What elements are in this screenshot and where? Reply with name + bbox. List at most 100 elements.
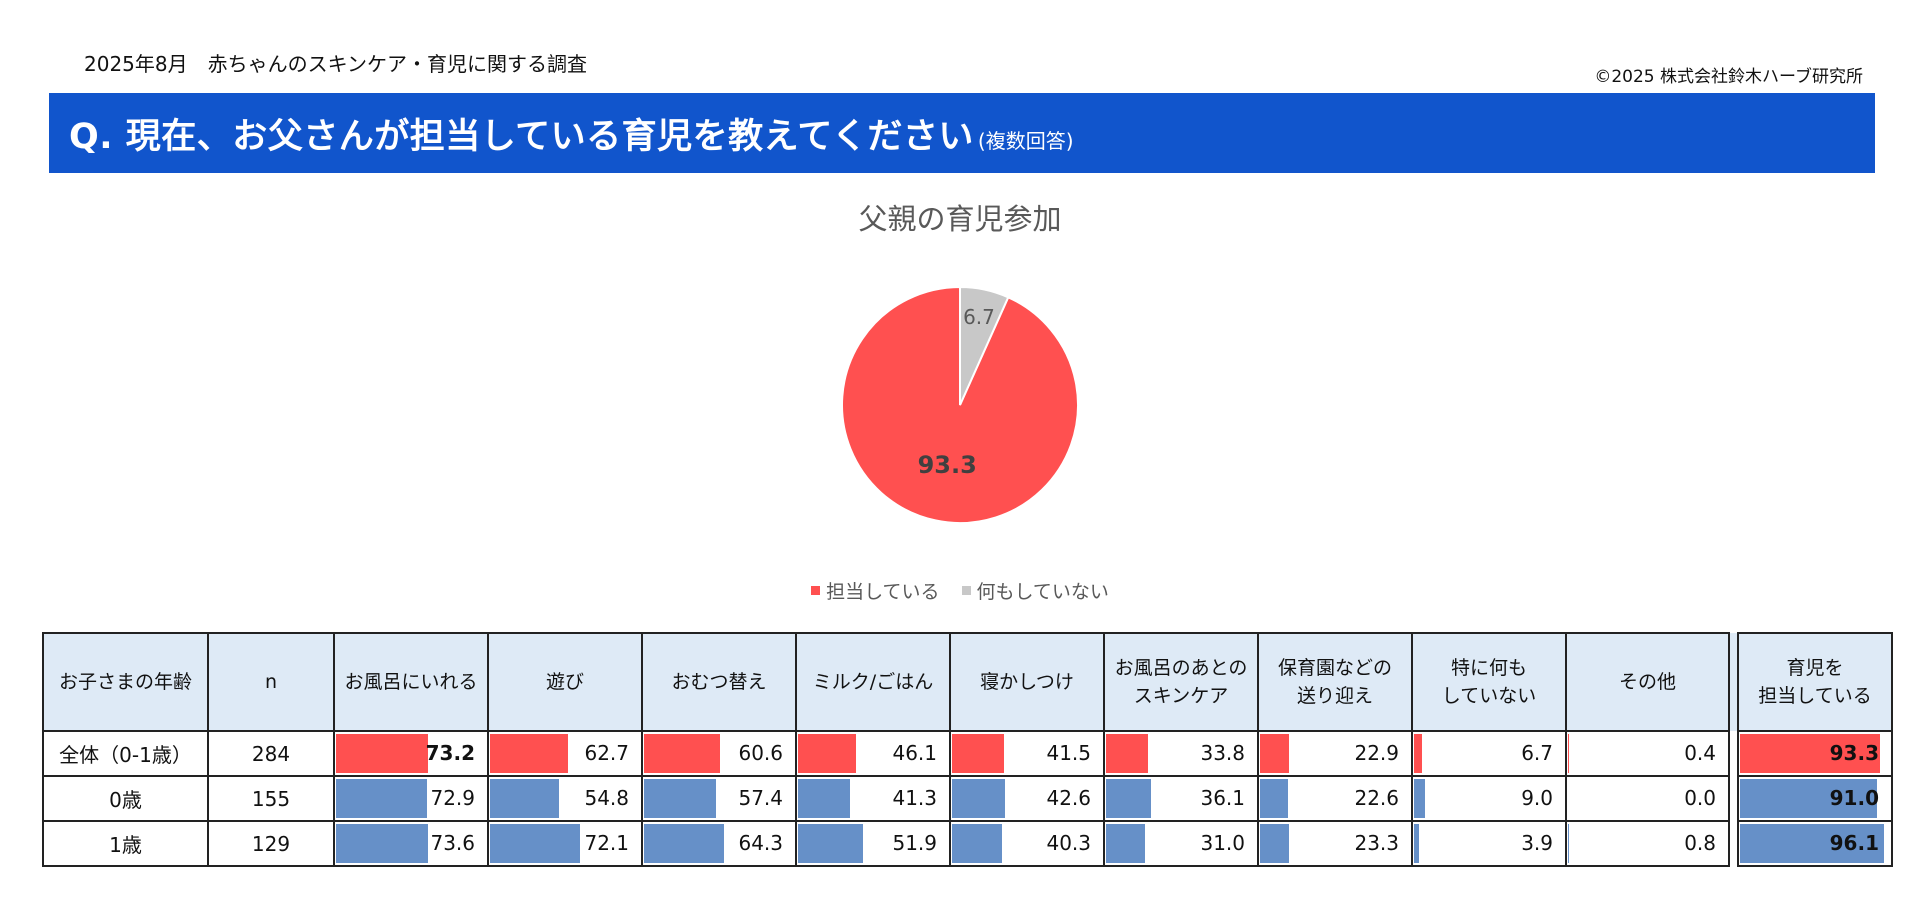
column-header: おむつ替え (641, 632, 797, 732)
data-table: お子さまの年齢 n お風呂にいれる 遊び おむつ替え ミルク/ごはん 寝かしつけ お風呂のあと… (42, 632, 1893, 867)
question-note: (複数回答) (977, 128, 1074, 153)
value-label: 64.3 (738, 831, 783, 855)
value-bar (1260, 824, 1290, 863)
value-label: 3.9 (1521, 831, 1553, 855)
column-header-text: 担当している (1758, 685, 1872, 707)
cell-content: 54.8 (489, 777, 641, 820)
value-cell: 60.6 (641, 730, 797, 777)
cell-content: 41.3 (797, 777, 949, 820)
column-header: 特に何も していない (1411, 632, 1567, 732)
value-cell: 73.2 (333, 730, 489, 777)
legend-label: 担当している (826, 581, 940, 603)
question-text: Q. 現在、お父さんが担当している育児を教えてください (69, 116, 974, 157)
value-bar (1740, 779, 1877, 818)
column-header-text: 遊び (545, 670, 584, 693)
value-bar (798, 824, 863, 863)
cell-content: 0.0 (1567, 777, 1728, 820)
value-label: 0.0 (1684, 786, 1716, 810)
value-cell: 73.6 (333, 820, 489, 867)
value-bar (1568, 824, 1569, 863)
column-header: 保育園などの 送り迎え (1257, 632, 1413, 732)
legend-label: 何もしていない (976, 581, 1109, 603)
column-header-text: おむつ替え (671, 670, 767, 693)
value-cell: 42.6 (949, 775, 1105, 822)
value-label: 41.3 (892, 786, 937, 810)
column-header: お風呂のあとの スキンケア (1103, 632, 1259, 732)
value-cell: 22.9 (1257, 730, 1413, 777)
value-cell: 41.3 (795, 775, 951, 822)
cell-content: 62.7 (489, 732, 641, 775)
column-header-text: お風呂のあとの (1114, 656, 1248, 679)
value-bar (798, 779, 850, 818)
value-label: 6.7 (1521, 741, 1553, 765)
value-label: 91.0 (1829, 786, 1879, 810)
value-cell: 40.3 (949, 820, 1105, 867)
value-bar (1414, 734, 1423, 773)
value-bar (1106, 779, 1152, 818)
gap-cell (1729, 633, 1738, 731)
value-label: 46.1 (892, 741, 937, 765)
cell-content: 72.1 (489, 822, 641, 865)
value-label: 72.1 (584, 831, 629, 855)
cell-content: 57.4 (643, 777, 795, 820)
value-label: 57.4 (738, 786, 783, 810)
row-n: 129 (207, 820, 335, 867)
table-header-row: お子さまの年齢 n お風呂にいれる 遊び おむつ替え ミルク/ごはん 寝かしつけ お風呂のあと… (42, 632, 1893, 732)
value-label: 36.1 (1200, 786, 1245, 810)
column-header-text: 保育園などの (1277, 656, 1392, 679)
pie-data-label: 6.7 (963, 305, 995, 329)
value-label: 31.0 (1200, 831, 1245, 855)
cell-content: 9.0 (1413, 777, 1565, 820)
value-bar (336, 779, 428, 818)
survey-title: 2025年8月 赤ちゃんのスキンケア・育児に関する調査 (84, 52, 588, 76)
row-label: 1歳 (42, 820, 209, 867)
value-label: 54.8 (584, 786, 629, 810)
cell-content: 22.6 (1259, 777, 1411, 820)
value-cell: 33.8 (1103, 730, 1259, 777)
value-bar (490, 779, 559, 818)
column-header-text: 特に何も (1450, 656, 1527, 679)
value-cell: 54.8 (487, 775, 643, 822)
legend-swatch (811, 586, 821, 595)
cell-content: 22.9 (1259, 732, 1411, 775)
value-bar (952, 779, 1006, 818)
table-row: 1歳 129 73.6 72.1 64.3 51.9 40.3 31.0 23.3 3.9 0.8 9… (42, 820, 1893, 867)
value-cell: 0.0 (1565, 775, 1730, 822)
cell-content: 0.4 (1567, 732, 1728, 775)
cell-content: 46.1 (797, 732, 949, 775)
value-bar (490, 824, 581, 863)
value-cell: 41.5 (949, 730, 1105, 777)
row-n: 155 (207, 775, 335, 822)
cell-content: 93.3 (1739, 732, 1891, 775)
question-banner: Q. 現在、お父さんが担当している育児を教えてください (複数回答) (49, 93, 1875, 173)
gap-cell (1729, 731, 1738, 776)
table-row: 全体（0-1歳） 284 73.2 62.7 60.6 46.1 41.5 33.8 22.9 6… (42, 730, 1893, 777)
value-bar (1106, 824, 1145, 863)
value-label: 73.2 (425, 741, 475, 765)
value-bar (1260, 734, 1289, 773)
value-label: 22.9 (1354, 741, 1399, 765)
value-label: 96.1 (1829, 831, 1879, 855)
value-cell: 31.0 (1103, 820, 1259, 867)
cell-content: 31.0 (1105, 822, 1257, 865)
value-cell: 91.0 (1737, 775, 1893, 822)
value-bar (952, 824, 1003, 863)
column-header: ミルク/ごはん (795, 632, 951, 732)
pie-slice (959, 285, 1010, 406)
value-bar (1106, 734, 1149, 773)
row-label: 0歳 (42, 775, 209, 822)
column-header-text: 送り迎え (1296, 685, 1373, 707)
copyright: ©2025 株式会社鈴木ハーブ研究所 (1594, 67, 1863, 87)
cell-content: 41.5 (951, 732, 1103, 775)
value-cell: 0.8 (1565, 820, 1730, 867)
cell-content: 96.1 (1739, 822, 1891, 865)
cell-content: 64.3 (643, 822, 795, 865)
column-header: その他 (1565, 632, 1730, 732)
value-cell: 51.9 (795, 820, 951, 867)
value-bar (1414, 779, 1426, 818)
pie-legend: 担当している 何もしていない (0, 577, 1920, 604)
column-header-text: 寝かしつけ (980, 670, 1074, 693)
column-header-text: スキンケア (1133, 685, 1229, 707)
value-cell: 72.1 (487, 820, 643, 867)
value-cell: 64.3 (641, 820, 797, 867)
